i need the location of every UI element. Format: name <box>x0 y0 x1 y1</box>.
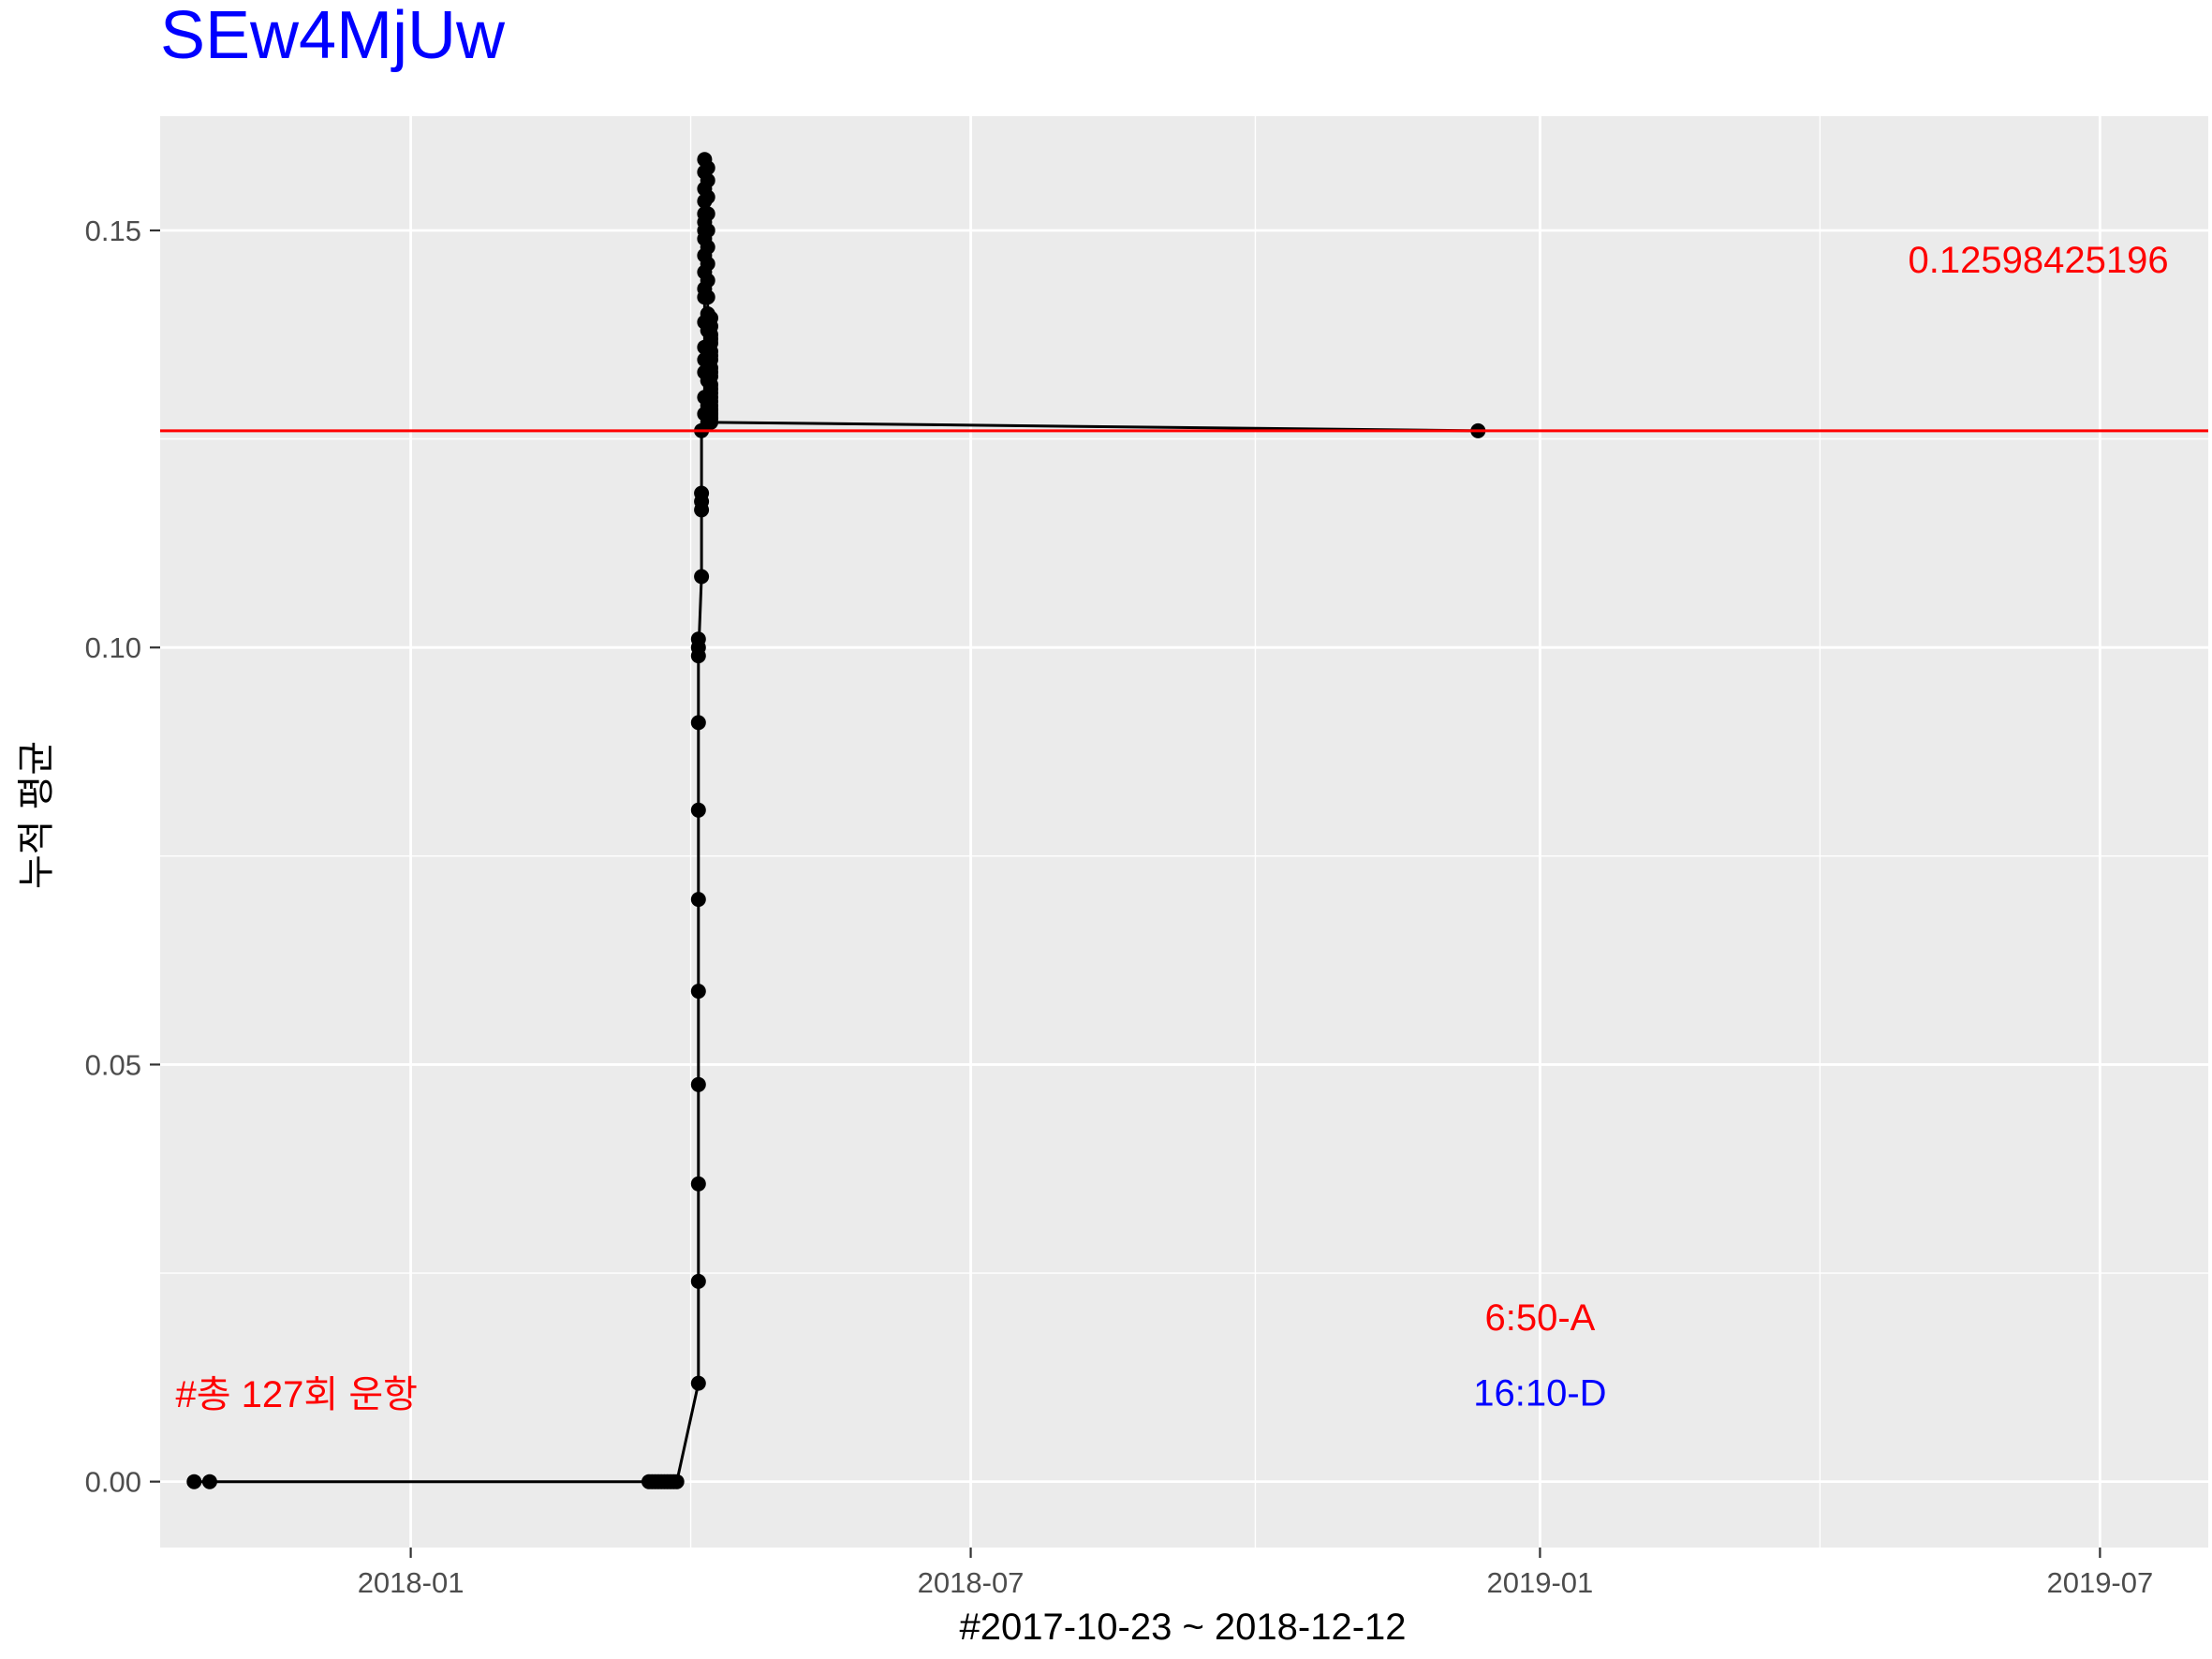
data-point <box>690 802 706 818</box>
data-point <box>690 984 706 1000</box>
data-point <box>700 223 715 238</box>
data-point <box>700 189 715 205</box>
annotation-layer: 0.12598425196 #총 127회 운항 6:50-A 16:10-D <box>176 240 2169 1415</box>
x-axis-title: #2017-10-23 ~ 2018-12-12 <box>959 1607 1406 1648</box>
axis-layer: 2018-01 2018-07 2019-01 2019-07 0.00 0.05 0.10… <box>85 215 2154 1599</box>
x-tick-label: 2019-01 <box>1487 1566 1594 1599</box>
data-point <box>690 1375 706 1391</box>
x-tick-label: 2018-01 <box>358 1566 465 1599</box>
annotation-2: 6:50-A <box>1484 1297 1595 1339</box>
chart-title: SEw4MjUw <box>160 0 506 73</box>
y-tick-label: 0.15 <box>85 215 141 247</box>
y-axis-title: 누적 평균 <box>16 741 57 889</box>
data-point <box>690 648 706 664</box>
data-point <box>694 485 710 501</box>
series-layer <box>160 152 2208 1489</box>
data-point <box>703 364 718 380</box>
data-point <box>700 206 715 222</box>
y-tick-label: 0.10 <box>85 631 141 664</box>
annotation-1: #총 127회 운항 <box>176 1374 418 1415</box>
data-point <box>690 1176 706 1192</box>
data-point <box>700 172 715 188</box>
data-point <box>703 348 718 363</box>
data-point <box>700 256 715 272</box>
x-tick-label: 2019-07 <box>2046 1566 2153 1599</box>
data-point <box>690 715 706 731</box>
data-point <box>690 892 706 908</box>
plot-panel <box>160 116 2208 1548</box>
annotation-3: 16:10-D <box>1473 1372 1606 1414</box>
data-point <box>703 414 718 430</box>
y-tick-label: 0.00 <box>85 1466 141 1499</box>
data-point <box>700 160 715 176</box>
data-point <box>700 273 715 289</box>
data-point <box>669 1474 685 1489</box>
annotation-0: 0.12598425196 <box>1909 240 2169 281</box>
data-point <box>201 1474 217 1489</box>
data-point <box>700 239 715 255</box>
x-tick-label: 2018-07 <box>918 1566 1025 1599</box>
panel-background <box>160 116 2208 1548</box>
data-point <box>690 1076 706 1092</box>
data-point <box>186 1474 202 1489</box>
data-point <box>694 569 710 585</box>
data-point <box>700 289 715 305</box>
y-tick-label: 0.05 <box>85 1048 141 1081</box>
data-point <box>690 1273 706 1289</box>
data-point <box>703 331 718 347</box>
data-point <box>690 631 706 647</box>
